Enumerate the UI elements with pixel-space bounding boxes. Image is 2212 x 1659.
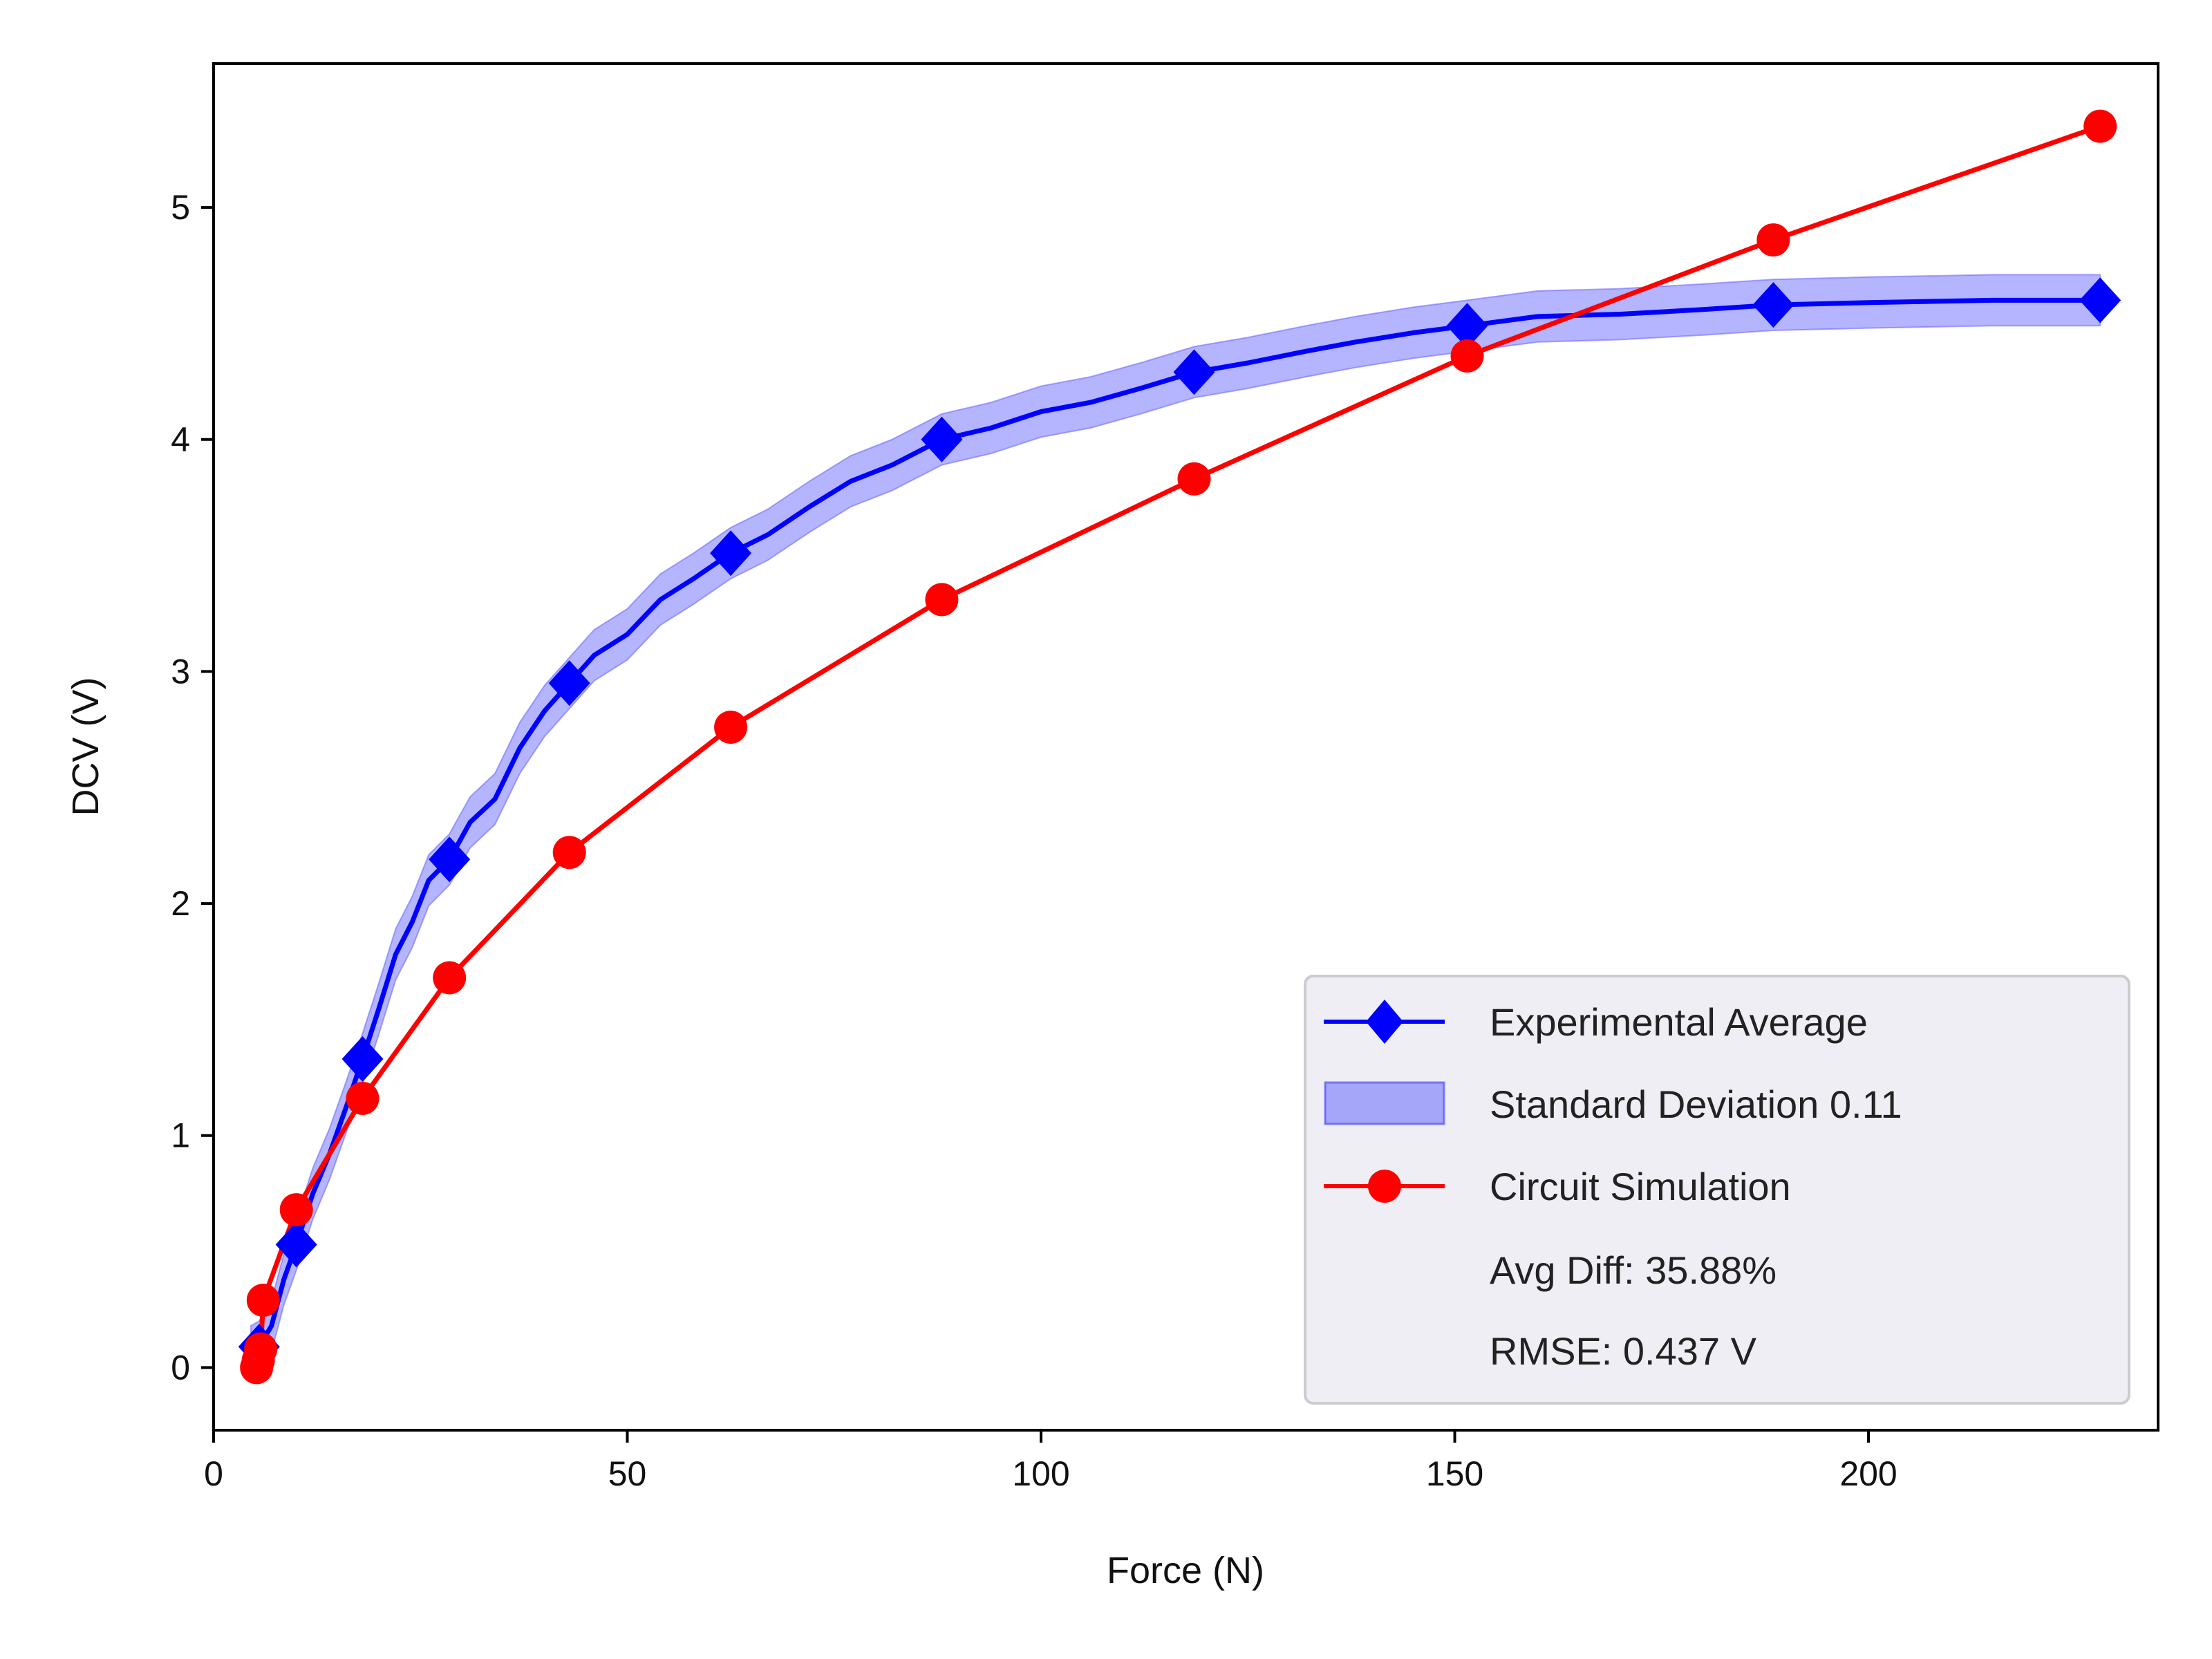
legend-simulation-label: Circuit Simulation — [1490, 1165, 1791, 1208]
x-tick-label: 50 — [608, 1454, 647, 1493]
x-axis-label: Force (N) — [1107, 1550, 1264, 1591]
x-tick-label: 0 — [204, 1454, 223, 1493]
legend-avg-diff-text: Avg Diff: 35.88% — [1490, 1248, 1777, 1292]
y-tick-label: 4 — [171, 420, 190, 459]
x-tick-label: 100 — [1012, 1454, 1069, 1493]
legend-experimental-label: Experimental Average — [1490, 1000, 1868, 1044]
simulation-circle-point — [346, 1082, 379, 1115]
simulation-circle-point — [2083, 110, 2117, 143]
simulation-circle-point — [280, 1193, 313, 1226]
simulation-circle-point — [925, 583, 958, 616]
y-tick-label: 1 — [171, 1116, 190, 1155]
simulation-circle-point — [247, 1284, 280, 1317]
legend-band-swatch — [1325, 1082, 1444, 1124]
y-tick-label: 2 — [171, 884, 190, 923]
legend: Experimental Average Standard Deviation … — [1305, 976, 2129, 1403]
x-tick-label: 200 — [1839, 1454, 1897, 1493]
simulation-circle-point — [1178, 462, 1211, 496]
y-axis-label: DCV (V) — [65, 677, 106, 816]
simulation-circle-point — [1451, 339, 1484, 373]
simulation-circle-point — [1756, 223, 1790, 256]
legend-simulation-circle-marker — [1368, 1170, 1401, 1203]
y-tick-label: 5 — [171, 188, 190, 227]
legend-rmse-text: RMSE: 0.437 V — [1490, 1329, 1757, 1373]
y-tick-label: 0 — [171, 1348, 190, 1387]
simulation-circle-point — [553, 836, 586, 869]
x-tick-label: 150 — [1426, 1454, 1483, 1493]
y-tick-label: 3 — [171, 652, 190, 691]
simulation-circle-point — [433, 962, 466, 995]
legend-band-label: Standard Deviation 0.11 — [1490, 1082, 1902, 1126]
simulation-circle-point — [714, 711, 747, 744]
simulation-circle-point — [244, 1333, 277, 1366]
